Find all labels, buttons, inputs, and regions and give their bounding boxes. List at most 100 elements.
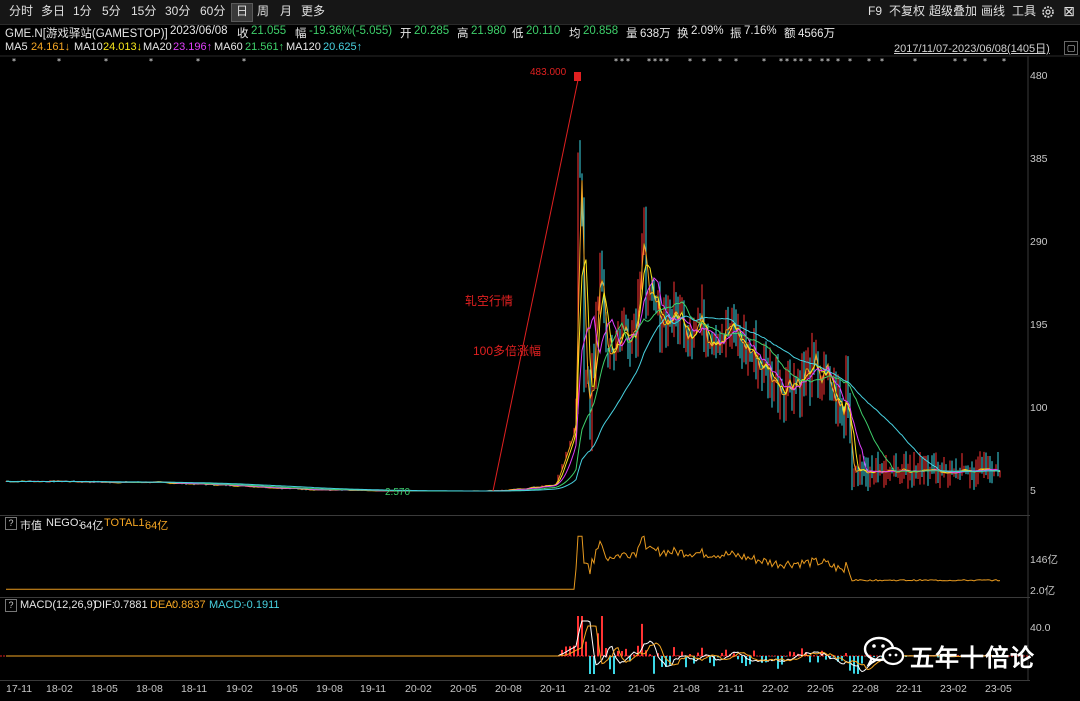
- x-tick: 20-05: [450, 683, 477, 695]
- price-tick-100: 100: [1030, 402, 1048, 414]
- x-tick: 17-11: [6, 683, 33, 695]
- ma120-label: MA120: [286, 41, 321, 53]
- x-tick: 18-05: [91, 683, 118, 695]
- macd-dea-line: [6, 625, 1000, 671]
- event-marker: *: [104, 57, 108, 66]
- event-marker: *: [826, 57, 830, 66]
- event-marker: *: [702, 57, 706, 66]
- period-tab-week[interactable]: 周: [257, 4, 270, 18]
- period-tab-30min[interactable]: 30分: [165, 4, 191, 18]
- event-marker: *: [785, 57, 789, 66]
- period-tab-5min[interactable]: 5分: [102, 4, 121, 18]
- high-label: 高: [457, 28, 469, 40]
- x-tick: 21-05: [628, 683, 655, 695]
- quote-date: 2023/06/08: [170, 25, 228, 37]
- ma120-line: [5, 314, 1000, 492]
- x-axis-line: [0, 680, 1030, 681]
- turnover-label: 换: [677, 28, 689, 40]
- ma20-label: MA20: [143, 41, 172, 53]
- event-marker: *: [57, 57, 61, 66]
- price-tick-5: 5: [1030, 485, 1036, 497]
- event-marker: *: [913, 57, 917, 66]
- symbol-name: GME.N[游戏驿站(GAMESTOP)]: [5, 28, 168, 40]
- macd-value: -0.1911: [243, 599, 280, 611]
- macd-dif-line: [6, 620, 1001, 673]
- moving-average-legend: MA5 24.161↓ MA10 24.013↓ MA20 23.196↑ MA…: [0, 40, 1080, 55]
- ma5-label: MA5: [5, 41, 28, 53]
- period-tab-intraday[interactable]: 分时: [9, 4, 34, 18]
- price-tick-480: 480: [1030, 70, 1048, 82]
- dea-value: 0.8837: [172, 599, 206, 611]
- volume-value: 638万: [640, 28, 671, 40]
- close-icon[interactable]: ⊠: [1063, 3, 1075, 19]
- dif-value: 0.7881: [114, 599, 148, 611]
- event-marker: *: [836, 57, 840, 66]
- ma120-value: 20.625↑: [323, 41, 363, 53]
- range-toggle-icon[interactable]: ▢: [1064, 41, 1078, 55]
- event-marker: *: [718, 57, 722, 66]
- event-marker: *: [149, 57, 153, 66]
- cap-tick-146: 146亿: [1030, 554, 1059, 566]
- x-tick: 23-02: [940, 683, 967, 695]
- event-marker: *: [880, 57, 884, 66]
- event-marker: *: [762, 57, 766, 66]
- dea-label: DEA:: [150, 599, 176, 611]
- x-tick: 20-02: [405, 683, 432, 695]
- tools-button[interactable]: 工具: [1012, 4, 1037, 18]
- event-marker: *: [799, 57, 803, 66]
- change-label: 幅: [295, 28, 307, 40]
- squeeze-annotation: 轧空行情: [465, 294, 514, 308]
- gear-icon[interactable]: [1041, 5, 1055, 19]
- period-tab-15min[interactable]: 15分: [131, 4, 157, 18]
- period-tab-1min[interactable]: 1分: [73, 4, 92, 18]
- event-marker: *: [808, 57, 812, 66]
- nego-value: 64亿: [80, 520, 104, 532]
- total-label: TOTAL1:: [104, 517, 148, 529]
- peak-marker: [574, 72, 581, 81]
- panel-divider: [0, 515, 1030, 516]
- event-marker: *: [983, 57, 987, 66]
- event-marker: *: [653, 57, 657, 66]
- x-tick: 22-08: [852, 683, 879, 695]
- draw-line-button[interactable]: 画线: [981, 4, 1006, 18]
- event-marker: *: [665, 57, 669, 66]
- date-range-link[interactable]: 2017/11/07-2023/06/08(1405日): [894, 43, 1050, 55]
- event-marker: *: [12, 57, 16, 66]
- event-marker: *: [867, 57, 871, 66]
- price-tick-385: 385: [1030, 153, 1048, 165]
- ma10-value: 24.013↓: [103, 41, 143, 53]
- ma60-value: 21.561↑: [245, 41, 285, 53]
- x-tick: 19-02: [226, 683, 253, 695]
- no-adjust-button[interactable]: 不复权: [889, 4, 926, 18]
- x-tick: 19-05: [271, 683, 298, 695]
- close-label: 收: [237, 28, 249, 40]
- amount-value: 4566万: [798, 28, 836, 40]
- x-tick: 20-08: [495, 683, 522, 695]
- event-marker: *: [626, 57, 630, 66]
- x-tick: 18-08: [136, 683, 163, 695]
- help-icon[interactable]: ?: [5, 517, 17, 530]
- low-price-label: 2.570: [385, 487, 411, 498]
- period-tab-60min[interactable]: 60分: [200, 4, 226, 18]
- period-tab-multiday[interactable]: 多日: [41, 4, 66, 18]
- nego-label: NEGO:: [46, 517, 82, 529]
- x-tick: 18-02: [46, 683, 73, 695]
- x-tick: 20-11: [540, 683, 567, 695]
- f9-button[interactable]: F9: [868, 4, 883, 18]
- quote-info-row: GME.N[游戏驿站(GAMESTOP)] 2023/06/08 收 21.05…: [0, 24, 1080, 40]
- period-tab-day[interactable]: 日: [231, 3, 254, 22]
- help-icon[interactable]: ?: [5, 599, 17, 612]
- super-overlay-button[interactable]: 超级叠加: [929, 4, 978, 18]
- low-value: 20.110: [526, 25, 561, 37]
- market-cap-title: 市值: [20, 520, 42, 532]
- period-tab-month[interactable]: 月: [280, 4, 293, 18]
- x-tick: 22-05: [807, 683, 834, 695]
- event-marker: *: [820, 57, 824, 66]
- avg-label: 均: [569, 28, 581, 40]
- macd-label: MACD:: [209, 599, 245, 611]
- event-marker: *: [963, 57, 967, 66]
- period-more-button[interactable]: 更多: [301, 4, 326, 18]
- period-toolbar: 分时 多日 1分 5分 15分 30分 60分 日 周 月 更多 F9 不复权 …: [0, 0, 1080, 25]
- event-marker: *: [614, 57, 618, 66]
- event-marker: *: [242, 57, 246, 66]
